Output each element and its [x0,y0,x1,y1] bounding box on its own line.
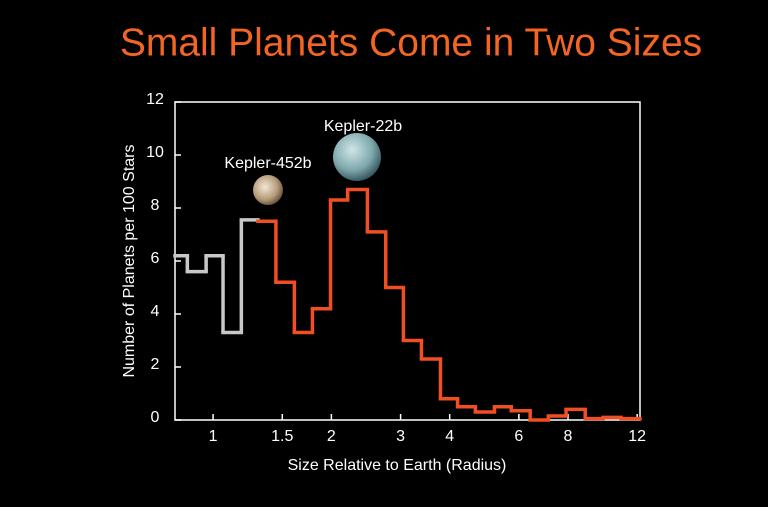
plot-frame [174,101,641,421]
x-tick-label: 1.5 [271,428,293,445]
chart-title: Small Planets Come in Two Sizes [120,21,702,64]
y-tick-label: 4 [151,303,160,320]
y-axis-label: Number of Planets per 100 Stars [121,144,138,377]
annotation: Kepler-22b [324,118,402,135]
y-tick-label: 10 [146,144,164,161]
annotation: Kepler-452b [224,155,311,172]
x-tick-label: 8 [564,428,573,445]
x-tick-label: 4 [445,428,454,445]
x-tick-label: 3 [396,428,405,445]
x-axis-label: Size Relative to Earth (Radius) [288,457,507,474]
y-tick-label: 6 [151,250,160,267]
y-tick-label: 12 [146,91,164,108]
x-tick-label: 12 [628,428,646,445]
x-tick-label: 1 [209,428,218,445]
y-tick-label: 0 [151,409,160,426]
y-tick-label: 8 [151,197,160,214]
y-tick-label: 2 [151,356,160,373]
planet-image [253,175,283,205]
planet-image [333,133,381,181]
x-tick-label: 6 [514,428,523,445]
x-tick-label: 2 [327,428,336,445]
